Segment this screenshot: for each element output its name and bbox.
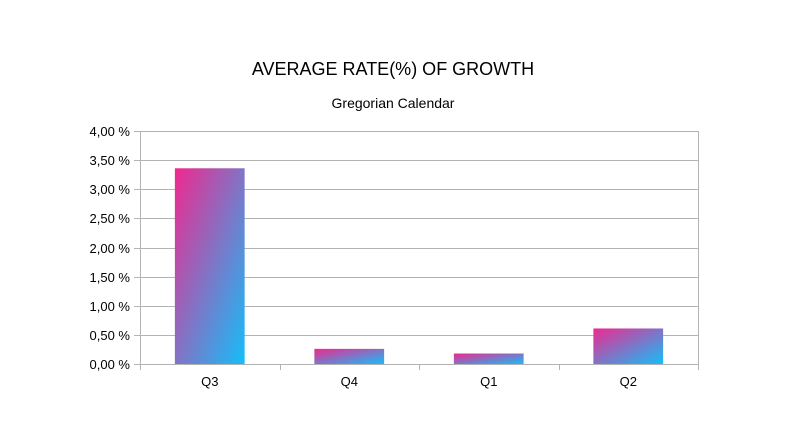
y-axis-tick-labels: 0,00 % 0,50 % 1,00 % 1,50 % 2,00 % 2,50 % 3,00…: [90, 124, 131, 372]
y-tick-label: 1,00 %: [90, 299, 131, 314]
y-tick-label: 2,00 %: [90, 241, 131, 256]
x-tick-label: Q4: [341, 374, 358, 389]
bar-q1: [453, 353, 524, 364]
y-tick-label: 4,00 %: [90, 124, 131, 139]
bars: [174, 168, 664, 364]
y-tick-label: 2,50 %: [90, 211, 131, 226]
y-tick-label: 1,50 %: [90, 270, 131, 285]
x-tick-label: Q2: [620, 374, 637, 389]
x-axis-tick-labels: Q3 Q4 Q1 Q2: [201, 374, 637, 389]
y-tick-label: 0,00 %: [90, 357, 131, 372]
chart-title: AVERAGE RATE(%) OF GROWTH: [252, 59, 534, 79]
x-tick-label: Q1: [480, 374, 497, 389]
y-tick-label: 3,00 %: [90, 182, 131, 197]
chart-subtitle: Gregorian Calendar: [332, 95, 455, 111]
axes: [140, 131, 699, 370]
bar-q4: [314, 348, 385, 364]
y-tick-label: 3,50 %: [90, 153, 131, 168]
bar-q2: [593, 328, 664, 364]
y-tick-label: 0,50 %: [90, 328, 131, 343]
x-tick-label: Q3: [201, 374, 218, 389]
bar-q3: [174, 168, 245, 364]
